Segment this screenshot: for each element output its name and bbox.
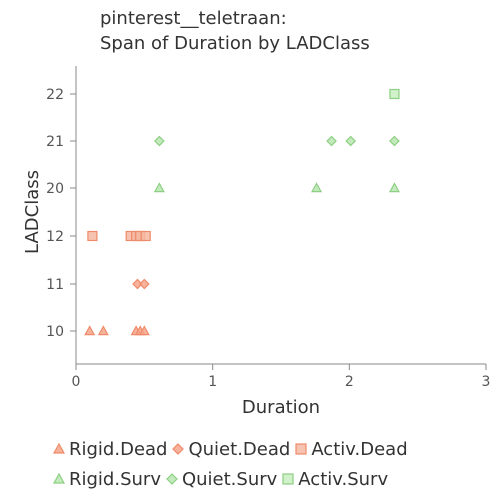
legend-marker bbox=[295, 443, 307, 455]
data-point bbox=[389, 88, 400, 100]
legend-label: Activ.Surv bbox=[298, 468, 389, 490]
legend-label: Activ.Dead bbox=[311, 438, 408, 460]
data-point bbox=[389, 135, 400, 147]
data-point bbox=[138, 325, 150, 336]
legend-marker bbox=[166, 473, 178, 485]
data-point bbox=[345, 135, 357, 147]
legend-item: Rigid.Surv bbox=[52, 469, 161, 490]
chart-title-line-1: pinterest__teletraan: bbox=[100, 8, 287, 29]
legend-label: Rigid.Surv bbox=[69, 468, 161, 490]
chart-title: pinterest__teletraan: Span of Duration b… bbox=[100, 6, 370, 56]
y-tick-label: 22 bbox=[46, 87, 64, 103]
diamond-marker-icon bbox=[166, 473, 178, 485]
data-point bbox=[97, 325, 109, 336]
legend-marker bbox=[282, 473, 294, 485]
x-tick-label: 0 bbox=[72, 374, 81, 390]
chart-title-line-2: Span of Duration by LADClass bbox=[100, 33, 370, 54]
y-tick-label: 11 bbox=[46, 277, 64, 293]
x-tick-label: 2 bbox=[345, 374, 354, 390]
data-point bbox=[388, 182, 400, 193]
data-point bbox=[326, 135, 337, 147]
x-tick-label: 1 bbox=[208, 374, 217, 390]
legend-label: Quiet.Dead bbox=[188, 438, 291, 460]
legend-item: Quiet.Surv bbox=[165, 469, 277, 490]
legend-item: Quiet.Dead bbox=[171, 439, 290, 460]
legend-label: Quiet.Surv bbox=[181, 468, 278, 490]
legend-item: Rigid.Dead bbox=[52, 439, 167, 460]
y-tick-label: 21 bbox=[46, 134, 64, 150]
y-tick-label: 10 bbox=[46, 324, 64, 340]
data-point bbox=[311, 182, 323, 193]
legend-item: Activ.Dead bbox=[294, 438, 408, 460]
data-point bbox=[138, 278, 150, 290]
legend-item: Activ.Surv bbox=[281, 469, 388, 490]
square-marker-icon bbox=[295, 443, 307, 455]
y-tick-label: 20 bbox=[46, 181, 64, 197]
data-point bbox=[140, 230, 151, 242]
legend-marker bbox=[172, 443, 185, 455]
data-points bbox=[84, 88, 400, 336]
data-point bbox=[84, 325, 96, 336]
legend-row: Rigid.Surv Quiet.Surv Activ.Surv bbox=[52, 464, 492, 494]
x-tick-label: 3 bbox=[482, 374, 491, 390]
x-axis-label: Duration bbox=[242, 397, 320, 418]
data-point bbox=[153, 182, 165, 193]
legend: Rigid.Dead Quiet.Dead Activ.Dead Rigid.Surv… bbox=[52, 434, 492, 494]
legend-label: Rigid.Dead bbox=[69, 438, 168, 460]
legend-marker bbox=[52, 472, 66, 484]
diamond-marker-icon bbox=[172, 443, 185, 455]
triangle-marker-icon bbox=[52, 472, 66, 484]
triangle-marker-icon bbox=[52, 442, 66, 454]
data-point bbox=[154, 135, 165, 147]
data-point bbox=[87, 230, 98, 242]
legend-row: Rigid.Dead Quiet.Dead Activ.Dead bbox=[52, 434, 492, 464]
y-tick-label: 12 bbox=[46, 229, 64, 245]
legend-marker bbox=[52, 442, 66, 454]
square-marker-icon bbox=[282, 473, 294, 485]
y-axis-label: LADClass bbox=[22, 170, 43, 254]
